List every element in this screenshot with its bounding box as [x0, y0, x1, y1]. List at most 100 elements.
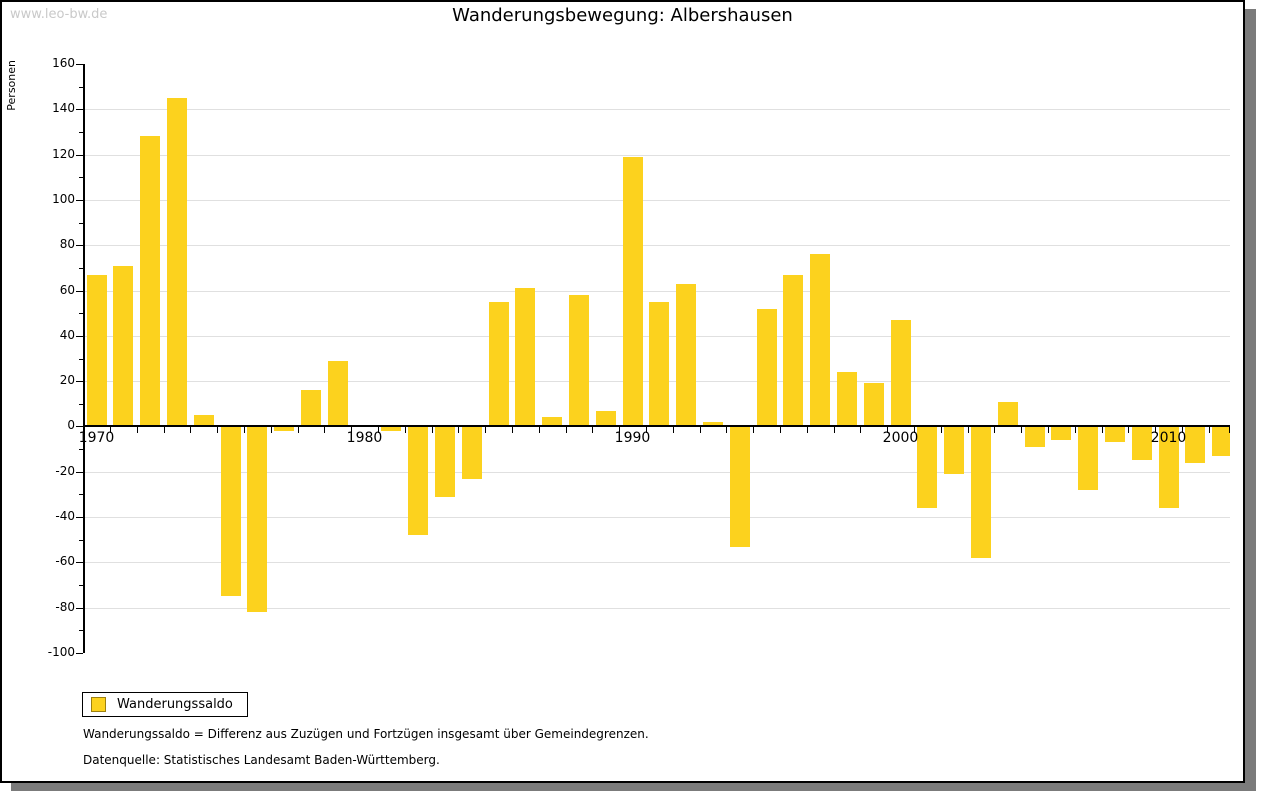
legend-label: Wanderungssaldo: [117, 697, 233, 712]
y-tick-label: 100: [52, 191, 75, 206]
x-axis-tick: [1181, 427, 1183, 434]
y-axis-title: Personen: [5, 60, 18, 111]
x-axis-tick: [217, 427, 219, 434]
x-tick-label: 1990: [614, 430, 651, 447]
gridline: [83, 154, 1230, 156]
x-axis-tick: [190, 427, 192, 434]
x-axis-tick: [1155, 427, 1157, 434]
x-axis-tick: [1074, 427, 1076, 434]
y-axis-tick: [76, 381, 83, 383]
x-axis-tick: [753, 427, 755, 434]
gridline: [83, 245, 1230, 247]
y-axis-tick: [76, 653, 83, 654]
x-axis-tick: [243, 427, 245, 434]
y-tick-label: 160: [52, 56, 75, 70]
bar-2012: [1212, 426, 1230, 456]
bar-1981: [381, 426, 402, 431]
y-axis-tick: [76, 154, 83, 156]
x-tick-label: 1980: [346, 430, 383, 447]
bar-1971: [113, 265, 134, 427]
x-axis-tick: [1128, 427, 1130, 434]
x-axis-tick: [1021, 427, 1023, 434]
y-axis-tick: [79, 403, 83, 405]
legend-swatch-icon: [91, 697, 106, 712]
y-axis-tick: [76, 471, 83, 473]
y-tick-label: -80: [55, 599, 75, 614]
source-note: Datenquelle: Statistisches Landesamt Bad…: [83, 753, 440, 767]
bar-1989: [595, 410, 616, 427]
y-axis-tick: [76, 426, 83, 428]
bar-1995: [756, 308, 777, 427]
x-axis-tick: [672, 427, 674, 434]
bar-2011: [1185, 426, 1206, 463]
x-axis-line: [83, 425, 1230, 428]
gridline: [83, 109, 1230, 111]
bar-1972: [140, 136, 161, 427]
plot-area: 160 140 120 100 80 60 40 20 0 -20 -40 -60 -80 -100 197…: [48, 56, 1230, 659]
chart-window: www.leo-bw.de Wanderungsbewegung: Albers…: [0, 0, 1245, 783]
bar-1988: [568, 295, 589, 427]
y-axis-tick: [79, 539, 83, 541]
x-axis-tick: [511, 427, 513, 434]
y-tick-label: 40: [59, 327, 75, 342]
x-tick-label: 1970: [78, 430, 115, 447]
bar-1970: [86, 274, 107, 427]
x-tick-label: 2010: [1150, 430, 1187, 447]
y-axis-tick: [79, 449, 83, 451]
bar-1979: [327, 360, 348, 427]
y-axis-tick: [79, 267, 83, 269]
gridline: [83, 517, 1230, 519]
x-axis-tick: [270, 427, 272, 434]
x-axis-tick: [806, 427, 808, 434]
gridline: [83, 607, 1230, 609]
y-tick-label: -20: [55, 463, 75, 478]
gridline: [83, 562, 1230, 564]
bar-2001: [917, 426, 938, 508]
y-axis-tick: [76, 290, 83, 292]
x-axis-tick: [860, 427, 862, 434]
bar-1974: [193, 415, 214, 427]
x-axis-tick: [431, 427, 433, 434]
x-axis-tick: [458, 427, 460, 434]
watermark: www.leo-bw.de: [10, 7, 108, 22]
y-tick-label: -100: [47, 645, 75, 659]
x-axis-tick: [324, 427, 326, 434]
x-tick-label: 2000: [882, 430, 919, 447]
y-tick-label: 0: [67, 418, 75, 433]
bar-1976: [247, 426, 268, 613]
x-axis-tick: [163, 427, 165, 434]
x-axis-tick: [779, 427, 781, 434]
x-axis-tick: [967, 427, 969, 434]
y-axis-tick: [79, 585, 83, 587]
bar-1983: [434, 426, 455, 497]
y-axis-tick: [79, 131, 83, 133]
y-axis-tick: [79, 86, 83, 88]
x-axis-tick: [485, 427, 487, 434]
legend: Wanderungssaldo: [82, 692, 248, 717]
x-axis-tick: [404, 427, 406, 434]
y-axis-line: [83, 64, 85, 653]
bar-1998: [836, 372, 857, 427]
y-axis-tick: [79, 358, 83, 360]
bar-1975: [220, 426, 241, 597]
y-tick-label: 20: [59, 373, 75, 388]
x-axis-tick: [1047, 427, 1049, 434]
plot-axes-layer: 160 140 120 100 80 60 40 20 0 -20 -40 -60 -80 -100 197…: [48, 56, 1230, 659]
plot-fill-layer: [83, 64, 1230, 653]
x-axis-tick: [913, 427, 915, 434]
bar-2007: [1078, 426, 1099, 490]
y-axis-tick: [79, 222, 83, 224]
bar-1986: [515, 288, 536, 427]
x-axis-tick: [136, 427, 138, 434]
bar-1994: [729, 426, 750, 547]
x-axis-tick: [565, 427, 567, 434]
x-axis-tick: [1101, 427, 1103, 434]
bar-1990: [622, 156, 643, 427]
y-axis-tick: [76, 109, 83, 111]
y-axis-tick: [76, 607, 83, 609]
y-axis-tick: [76, 517, 83, 519]
y-tick-label: 80: [59, 237, 75, 252]
gridline: [83, 471, 1230, 473]
bar-2006: [1051, 426, 1072, 441]
x-axis-tick: [994, 427, 996, 434]
